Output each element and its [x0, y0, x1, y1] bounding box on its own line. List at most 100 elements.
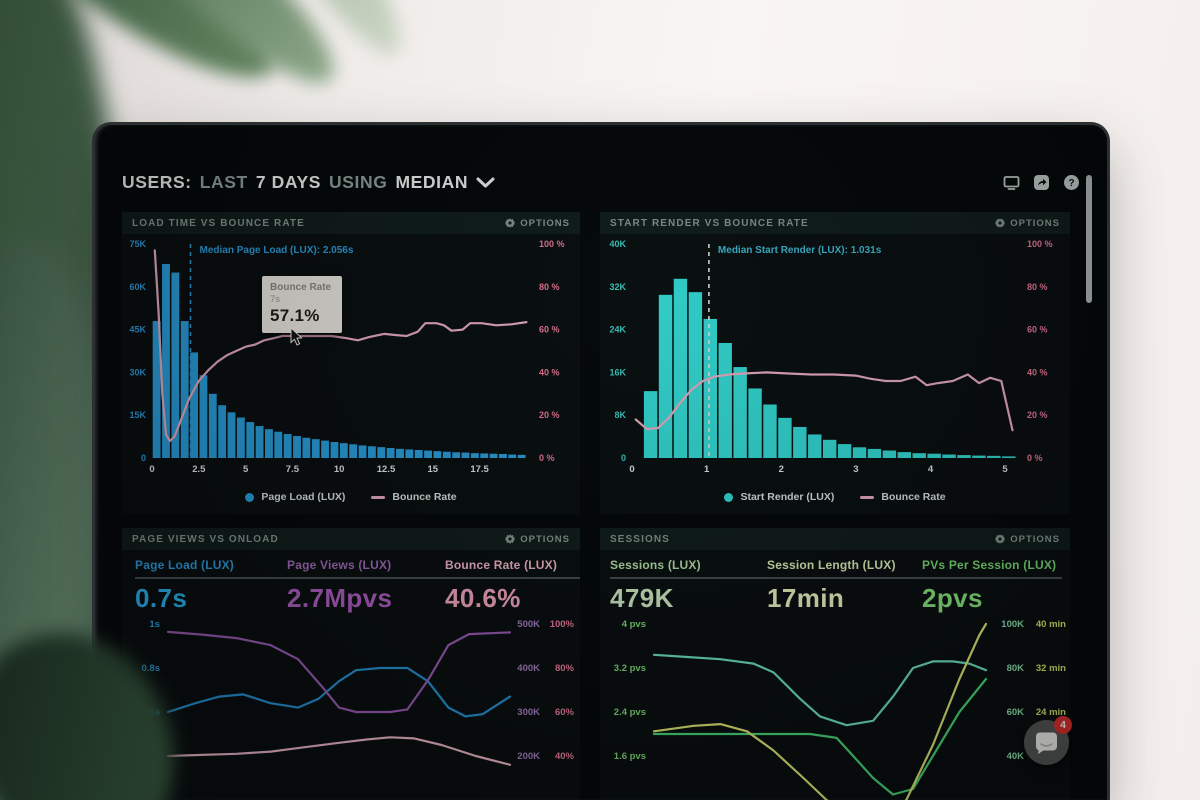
sessions-chart[interactable]: 4 pvs 3.2 pvs 2.4 pvs 1.6 pvs 100K 40 min 80K 3…: [600, 614, 1070, 800]
panel-title: LOAD TIME VS BOUNCE RATE: [132, 217, 305, 229]
share-icon[interactable]: [1033, 174, 1050, 191]
svg-text:40K: 40K: [609, 239, 626, 249]
svg-text:3.2 pvs: 3.2 pvs: [614, 663, 646, 674]
svg-text:60K: 60K: [129, 282, 146, 292]
svg-text:4 pvs: 4 pvs: [622, 619, 646, 630]
svg-text:40K: 40K: [1007, 751, 1025, 762]
svg-text:0: 0: [621, 453, 626, 463]
metric-label: Sessions (LUX): [610, 558, 701, 572]
metric-divider: [922, 577, 1062, 579]
panel-title: START RENDER VS BOUNCE RATE: [610, 217, 809, 229]
svg-text:10: 10: [334, 464, 345, 475]
metric-divider: [767, 577, 922, 579]
panel-header: LOAD TIME VS BOUNCE RATE OPTIONS: [122, 212, 580, 234]
panel-page-views-vs-onload: PAGE VIEWS VS ONLOAD OPTIONS Page Load (…: [122, 528, 580, 800]
options-button[interactable]: OPTIONS: [995, 218, 1060, 229]
metric-value: 2pvs: [922, 583, 983, 613]
svg-text:0: 0: [629, 464, 634, 475]
svg-text:0: 0: [149, 464, 154, 475]
svg-text:0: 0: [141, 453, 146, 463]
svg-text:40 %: 40 %: [1027, 367, 1048, 377]
tooltip-title: Bounce Rate: [270, 282, 332, 293]
svg-text:5: 5: [243, 464, 249, 475]
legend-item-start-render[interactable]: Start Render (LUX): [724, 491, 834, 503]
title-segment: MEDIAN: [395, 172, 469, 192]
chevron-down-icon: [476, 177, 495, 188]
svg-text:0.8s: 0.8s: [142, 663, 161, 674]
start-render-vs-bounce-chart[interactable]: 40K 32K 24K 16K 8K 0 100 % 80 % 60 % 40 % 20 % 0 % 0…: [600, 234, 1070, 484]
metric-label: PVs Per Session (LUX): [922, 558, 1057, 572]
svg-text:1s: 1s: [149, 619, 160, 630]
metric-label: Bounce Rate (LUX): [445, 558, 558, 572]
svg-text:20 %: 20 %: [1027, 410, 1048, 420]
panel-header: PAGE VIEWS VS ONLOAD OPTIONS: [122, 528, 580, 550]
display-icon[interactable]: [1003, 174, 1020, 191]
tooltip: Bounce Rate 7s 57.1%: [262, 276, 342, 333]
metric-value: 479K: [610, 583, 674, 613]
help-icon[interactable]: ?: [1063, 174, 1080, 191]
legend-item-page-load[interactable]: Page Load (LUX): [245, 491, 345, 503]
gear-icon: [995, 534, 1006, 544]
metric-divider: [610, 577, 767, 579]
svg-text:2: 2: [779, 464, 784, 475]
svg-text:3: 3: [853, 464, 858, 475]
chat-widget-button[interactable]: 4: [1024, 716, 1072, 765]
options-label: OPTIONS: [520, 533, 570, 545]
svg-text:80 %: 80 %: [539, 282, 560, 292]
svg-text:200K: 200K: [517, 751, 540, 762]
svg-text:2.4 pvs: 2.4 pvs: [614, 707, 646, 718]
metric-label: Page Views (LUX): [287, 558, 392, 572]
legend-item-bounce-rate[interactable]: Bounce Rate: [371, 491, 457, 503]
metric-divider: [287, 577, 445, 579]
users-range-dropdown[interactable]: USERS: LAST 7 DAYS USING MEDIAN: [122, 172, 495, 193]
options-button[interactable]: OPTIONS: [505, 218, 570, 229]
legend-dot-marker: [245, 492, 255, 502]
metric-label: Session Length (LUX): [767, 558, 896, 572]
chat-bubble-icon: [1036, 732, 1057, 754]
svg-text:40%: 40%: [555, 751, 575, 762]
legend-label: Start Render (LUX): [740, 491, 835, 503]
page-views-vs-onload-chart[interactable]: 1s0.8s0.6s0.4s500K100%400K80%300K60%200K…: [122, 614, 580, 800]
svg-text:100K: 100K: [1001, 619, 1024, 630]
svg-text:4: 4: [928, 464, 934, 475]
svg-text:80%: 80%: [555, 663, 575, 674]
legend-label: Bounce Rate: [881, 491, 946, 503]
svg-text:20 %: 20 %: [539, 410, 560, 420]
title-segment: USING: [329, 172, 388, 192]
svg-text:300K: 300K: [517, 707, 540, 718]
panel-title: SESSIONS: [610, 533, 670, 545]
title-segment: USERS:: [122, 172, 192, 192]
metric-session-length: Session Length (LUX) 17min: [767, 558, 922, 614]
svg-text:2.5: 2.5: [192, 464, 206, 475]
svg-text:100%: 100%: [550, 619, 575, 630]
svg-text:Median Start Render (LUX): 1.0: Median Start Render (LUX): 1.031s: [718, 245, 882, 256]
metric-value: 17min: [767, 583, 845, 613]
legend-item-bounce-rate[interactable]: Bounce Rate: [860, 491, 946, 503]
metric-sessions: Sessions (LUX) 479K: [610, 558, 767, 614]
svg-text:80 %: 80 %: [1027, 282, 1048, 292]
options-button[interactable]: OPTIONS: [995, 534, 1060, 545]
scrollbar-thumb[interactable]: [1086, 175, 1092, 303]
svg-text:40 min: 40 min: [1036, 619, 1066, 630]
load-time-vs-bounce-chart[interactable]: 75K 60K 45K 30K 15K 0 100 % 80 % 60 % 40 % 20 % 0 %…: [122, 234, 580, 484]
svg-text:400K: 400K: [517, 663, 540, 674]
legend-line-marker: [371, 495, 386, 499]
svg-text:60%: 60%: [555, 707, 575, 718]
options-label: OPTIONS: [1010, 217, 1060, 229]
options-label: OPTIONS: [520, 217, 570, 229]
svg-text:7.5: 7.5: [286, 464, 300, 475]
svg-text:0 %: 0 %: [539, 453, 555, 463]
dashboard-header: USERS: LAST 7 DAYS USING MEDIAN ?: [122, 172, 1080, 193]
svg-text:75K: 75K: [129, 239, 146, 249]
tooltip-x-label: 7s: [270, 294, 281, 305]
svg-text:100 %: 100 %: [539, 239, 565, 249]
svg-text:16K: 16K: [609, 367, 626, 377]
svg-text:15: 15: [427, 464, 438, 475]
tooltip-value: 57.1%: [270, 306, 320, 325]
metric-value: 0.7s: [135, 583, 188, 613]
svg-text:24 min: 24 min: [1036, 707, 1066, 718]
legend-label: Page Load (LUX): [261, 491, 346, 503]
options-button[interactable]: OPTIONS: [505, 534, 570, 545]
svg-text:80K: 80K: [1007, 663, 1025, 674]
svg-text:100 %: 100 %: [1027, 239, 1053, 249]
